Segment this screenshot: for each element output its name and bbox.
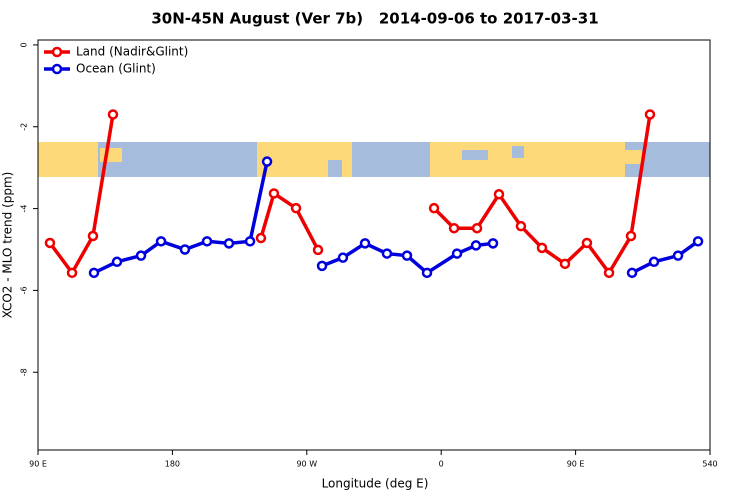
y-tick-label: 0 bbox=[20, 42, 29, 47]
data-point bbox=[648, 256, 660, 268]
x-axis-label: Longitude (deg E) bbox=[322, 477, 429, 491]
data-point bbox=[337, 252, 349, 263]
data-point bbox=[255, 232, 267, 244]
x-tick-label: 0 bbox=[439, 460, 444, 469]
legend-label: Land (Nadir&Glint) bbox=[76, 45, 188, 59]
data-point bbox=[179, 244, 191, 255]
data-point bbox=[401, 250, 413, 261]
series-line bbox=[48, 114, 115, 277]
data-point bbox=[44, 237, 56, 249]
data-point bbox=[316, 260, 328, 272]
data-point bbox=[201, 236, 213, 247]
x-tick-label: 90 E bbox=[29, 460, 47, 469]
data-point bbox=[451, 248, 463, 259]
x-tick-label: 180 bbox=[165, 460, 180, 469]
y-tick-label: -2 bbox=[20, 123, 29, 131]
legend-marker bbox=[51, 63, 63, 75]
data-point bbox=[359, 238, 371, 249]
data-point bbox=[223, 238, 235, 249]
data-point bbox=[381, 248, 393, 259]
y-axis-label: XCO2 - MLO trend (ppm) bbox=[1, 172, 15, 319]
data-point bbox=[536, 242, 548, 254]
data-point bbox=[88, 267, 100, 279]
data-point bbox=[155, 236, 167, 247]
data-point bbox=[581, 237, 593, 249]
data-point bbox=[559, 258, 571, 270]
y-tick-label: -8 bbox=[20, 368, 29, 376]
data-point bbox=[421, 267, 433, 279]
series-line bbox=[259, 190, 320, 251]
data-point bbox=[487, 238, 499, 249]
data-point bbox=[692, 236, 704, 247]
data-point bbox=[626, 267, 638, 279]
data-point bbox=[312, 244, 324, 256]
map-band bbox=[38, 142, 710, 177]
x-tick-label: 90 E bbox=[567, 460, 585, 469]
data-point bbox=[625, 230, 637, 242]
y-tick-label: -4 bbox=[20, 205, 29, 213]
data-point bbox=[135, 250, 147, 261]
data-point bbox=[672, 250, 684, 261]
data-point bbox=[87, 230, 99, 242]
data-point bbox=[268, 188, 280, 199]
y-tick-label: -6 bbox=[20, 286, 29, 294]
data-point bbox=[290, 202, 302, 214]
series-line bbox=[93, 161, 269, 275]
data-point bbox=[428, 202, 440, 214]
legend-label: Ocean (Glint) bbox=[76, 62, 156, 76]
data-point bbox=[603, 267, 615, 279]
x-tick-label: 540 bbox=[702, 460, 717, 469]
chart-title: 30N-45N August (Ver 7b) 2014-09-06 to 20… bbox=[151, 10, 598, 28]
plot-frame bbox=[37, 39, 711, 451]
data-point bbox=[470, 240, 482, 251]
data-point bbox=[644, 109, 656, 120]
series-line bbox=[631, 239, 700, 275]
data-point bbox=[261, 156, 273, 167]
data-point bbox=[111, 256, 123, 268]
data-point bbox=[515, 220, 527, 232]
legend-marker bbox=[51, 46, 63, 58]
data-point bbox=[244, 236, 256, 247]
data-point bbox=[107, 109, 119, 120]
data-point bbox=[448, 222, 460, 234]
data-point bbox=[493, 189, 505, 200]
data-point bbox=[66, 267, 78, 279]
x-tick-label: 90 W bbox=[296, 460, 317, 469]
data-point bbox=[471, 222, 483, 234]
